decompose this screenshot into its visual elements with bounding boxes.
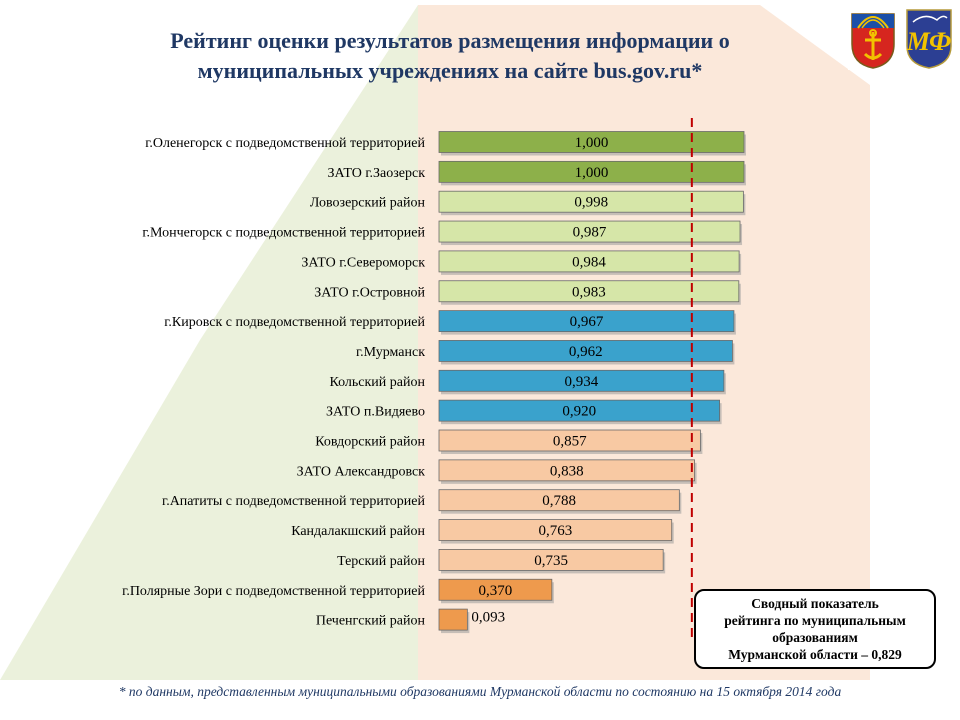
bar: [438, 190, 744, 213]
data-label: 0,370: [479, 583, 513, 599]
svg-text:МФ: МФ: [906, 27, 952, 56]
bar: [438, 280, 740, 303]
bar: [438, 519, 673, 541]
coat-of-arms-icon: [848, 0, 898, 70]
bar: [438, 340, 733, 362]
data-label: 0,920: [562, 404, 596, 420]
data-label: 0,967: [570, 314, 604, 330]
data-label: 0,735: [534, 553, 568, 569]
category-label: Терский район: [337, 554, 425, 569]
category-label: ЗАТО п.Видяево: [326, 405, 425, 420]
data-label: 0,763: [538, 523, 572, 539]
summary-box: Сводный показатель рейтинга по муниципал…: [694, 589, 936, 669]
bar: [438, 131, 745, 153]
bar: [438, 399, 721, 422]
bar: [438, 459, 695, 482]
data-label: 0,962: [569, 344, 603, 360]
data-label: 0,093: [471, 610, 505, 626]
category-label: ЗАТО г.Заозерск: [327, 166, 425, 181]
data-label: 0,984: [572, 254, 606, 270]
green-gradient-band: [0, 5, 418, 680]
category-label: ЗАТО г.Североморск: [301, 255, 425, 270]
data-label: 0,934: [565, 374, 599, 390]
bar: [438, 549, 664, 571]
category-label: г.Апатиты с подведомственной территорией: [162, 494, 425, 509]
data-label: 1,000: [575, 165, 609, 181]
bar: [438, 369, 725, 392]
summary-line-3: образованиям: [772, 630, 858, 645]
bar: [438, 429, 701, 452]
category-label: г.Мончегорск с подведомственной территор…: [142, 226, 425, 241]
ministry-logo-icon: МФ: [903, 0, 955, 70]
bar: [438, 160, 745, 183]
category-label: г.Полярные Зори с подведомственной терри…: [122, 584, 425, 599]
category-label: ЗАТО Александровск: [297, 464, 426, 479]
data-label: 1,000: [575, 135, 609, 151]
summary-line-2: рейтинга по муниципальным: [724, 613, 906, 628]
category-label: Печенгский район: [316, 614, 426, 629]
bar: [438, 608, 468, 631]
bar: [438, 220, 741, 243]
data-label: 0,788: [542, 493, 576, 509]
summary-line-4: Мурманской области – 0,829: [728, 647, 902, 662]
category-label: г.Мурманск: [356, 345, 425, 360]
footnote: * по данным, представленным муниципальны…: [118, 684, 842, 699]
title-line-1: Рейтинг оценки результатов размещения ин…: [170, 28, 730, 53]
bar: [438, 250, 740, 273]
category-label: Кольский район: [329, 375, 425, 390]
data-label: 0,983: [572, 284, 606, 300]
bar: [438, 310, 735, 333]
data-label: 0,838: [550, 463, 584, 479]
data-label: 0,987: [573, 225, 607, 241]
category-label: ЗАТО г.Островной: [314, 285, 425, 300]
category-label: Ловозерский район: [310, 196, 426, 211]
category-label: г.Кировск с подведомственной территорией: [164, 315, 425, 330]
bar: [438, 489, 680, 512]
data-label: 0,857: [553, 434, 587, 450]
category-label: Ковдорский район: [315, 435, 425, 450]
page-title: Рейтинг оценки результатов размещения ин…: [80, 26, 820, 86]
bar: [438, 578, 553, 601]
summary-line-1: Сводный показатель: [751, 596, 879, 611]
category-label: Кандалакшский район: [291, 524, 425, 539]
category-label: г.Оленегорск с подведомственной территор…: [145, 136, 425, 151]
data-label: 0,998: [574, 195, 608, 211]
bars-layer: г.Оленегорск с подведомственной территор…: [122, 131, 746, 634]
title-line-2: муниципальных учреждениях на сайте bus.g…: [197, 58, 703, 83]
